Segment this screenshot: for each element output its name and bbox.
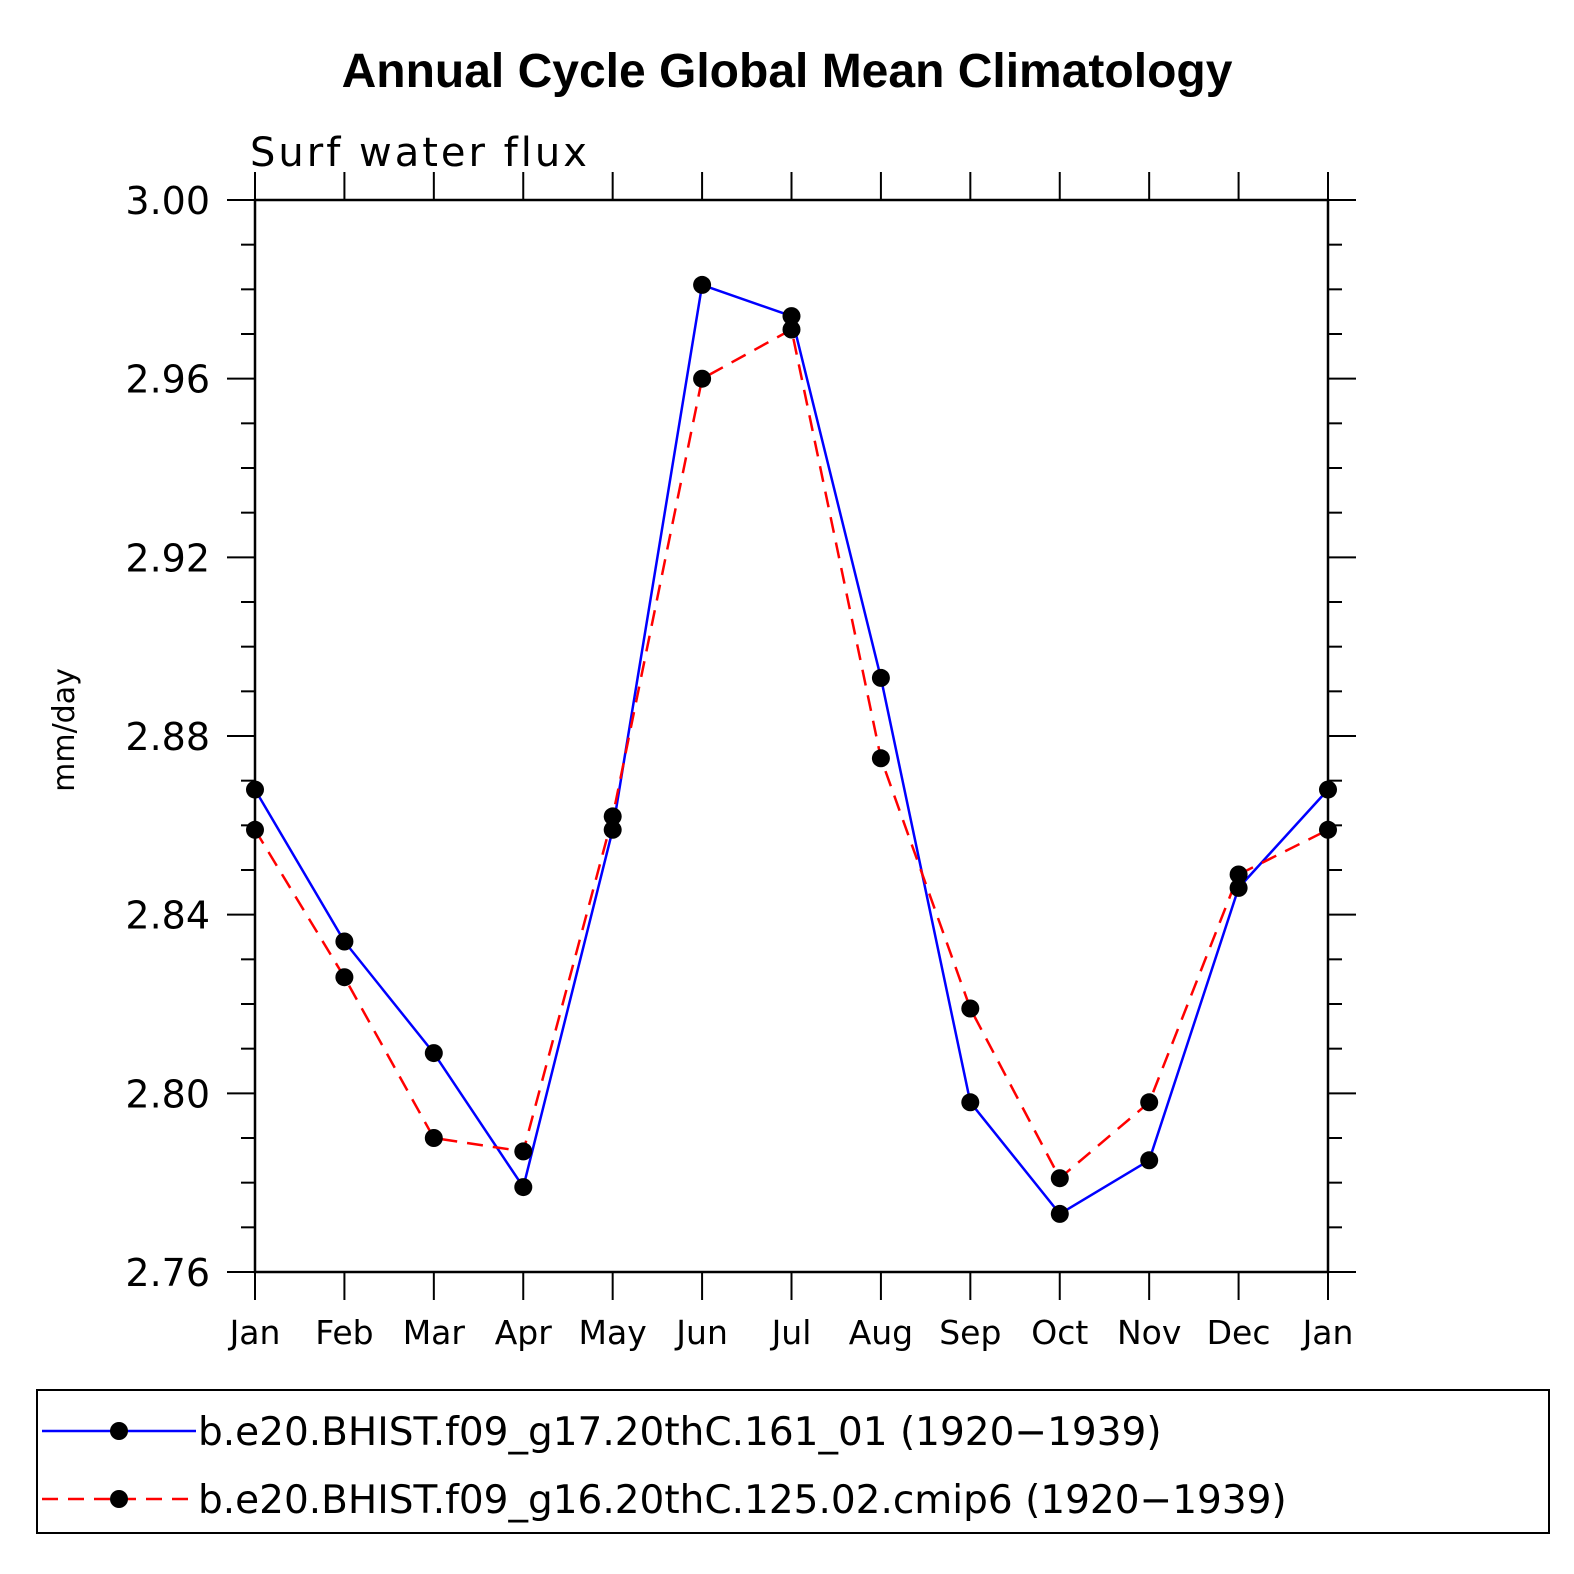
plot-frame — [253, 198, 1330, 1274]
series-line-1 — [253, 283, 1329, 1216]
y-tick-label: 2.92 — [125, 536, 210, 580]
legend-label-series-2: b.e20.BHIST.f09_g16.20thC.125.02.cmip6 (… — [198, 1478, 1287, 1523]
chart-title: Annual Cycle Global Mean Climatology — [342, 45, 1233, 98]
legend-marker-series-2 — [110, 1490, 128, 1508]
data-point-series-2 — [424, 1129, 443, 1147]
data-point-series-2 — [603, 807, 622, 826]
data-point-series-1 — [782, 307, 801, 326]
x-tick-label: Feb — [315, 1313, 373, 1352]
data-point-series-1 — [961, 1093, 980, 1112]
data-point-series-2 — [1229, 865, 1248, 884]
y-tick-label: 2.80 — [125, 1072, 210, 1116]
data-point-series-1 — [246, 780, 264, 799]
x-tick-label: Jan — [1301, 1313, 1354, 1352]
data-point-series-1 — [603, 820, 622, 839]
data-point-series-2 — [514, 1142, 533, 1161]
y-tick-label: 2.88 — [125, 715, 210, 759]
x-tick-label: Dec — [1207, 1313, 1271, 1352]
data-point-series-2 — [782, 320, 801, 339]
x-tick-label: May — [579, 1313, 647, 1352]
y-tick-label: 3.00 — [125, 179, 210, 223]
data-point-series-2 — [1319, 820, 1337, 839]
data-point-series-1 — [424, 1044, 443, 1063]
data-point-series-1 — [871, 668, 890, 687]
series-line-2 — [253, 328, 1329, 1180]
legend-box — [36, 1389, 1550, 1534]
data-point-series-2 — [961, 999, 980, 1018]
legend-label-series-1: b.e20.BHIST.f09_g17.20thC.161_01 (1920−1… — [198, 1410, 1162, 1455]
data-point-series-2 — [1050, 1169, 1069, 1188]
x-tick-label: Jan — [228, 1313, 281, 1352]
data-point-series-1 — [335, 932, 354, 951]
x-tick-label: Sep — [939, 1313, 1001, 1352]
legend-marker-series-1 — [110, 1422, 128, 1440]
x-tick-label: Jul — [770, 1313, 812, 1352]
axes: 2.76 2.80 2.84 2.88 2.92 2.96 3.00 Jan Feb Mar Apr… — [125, 172, 1356, 1352]
x-tick-label: Oct — [1031, 1313, 1088, 1352]
data-point-series-1 — [1050, 1204, 1069, 1223]
x-tick-label: Apr — [495, 1313, 553, 1352]
data-point-series-2 — [693, 369, 712, 388]
chart-subtitle: Surf water flux — [250, 130, 590, 176]
data-point-series-1 — [1229, 878, 1248, 897]
x-tick-label: Aug — [849, 1313, 913, 1352]
series-layer — [246, 275, 1337, 1223]
x-tick-label: Nov — [1117, 1313, 1181, 1352]
x-tick-label: Jun — [674, 1313, 728, 1352]
y-tick-label: 2.96 — [125, 358, 210, 402]
data-point-series-1 — [1319, 780, 1337, 799]
data-point-series-2 — [1140, 1093, 1159, 1112]
legend: b.e20.BHIST.f09_g17.20thC.161_01 (1920−1… — [36, 1389, 1550, 1534]
data-point-series-1 — [514, 1178, 533, 1197]
data-point-series-2 — [871, 749, 890, 768]
data-point-series-2 — [246, 820, 264, 839]
data-point-series-1 — [693, 275, 712, 294]
y-tick-label: 2.76 — [125, 1251, 210, 1295]
data-point-series-2 — [335, 968, 354, 987]
x-tick-label: Mar — [403, 1313, 466, 1352]
y-axis-label: mm/day — [47, 668, 82, 792]
data-point-series-1 — [1140, 1151, 1159, 1170]
y-tick-label: 2.84 — [125, 894, 210, 938]
